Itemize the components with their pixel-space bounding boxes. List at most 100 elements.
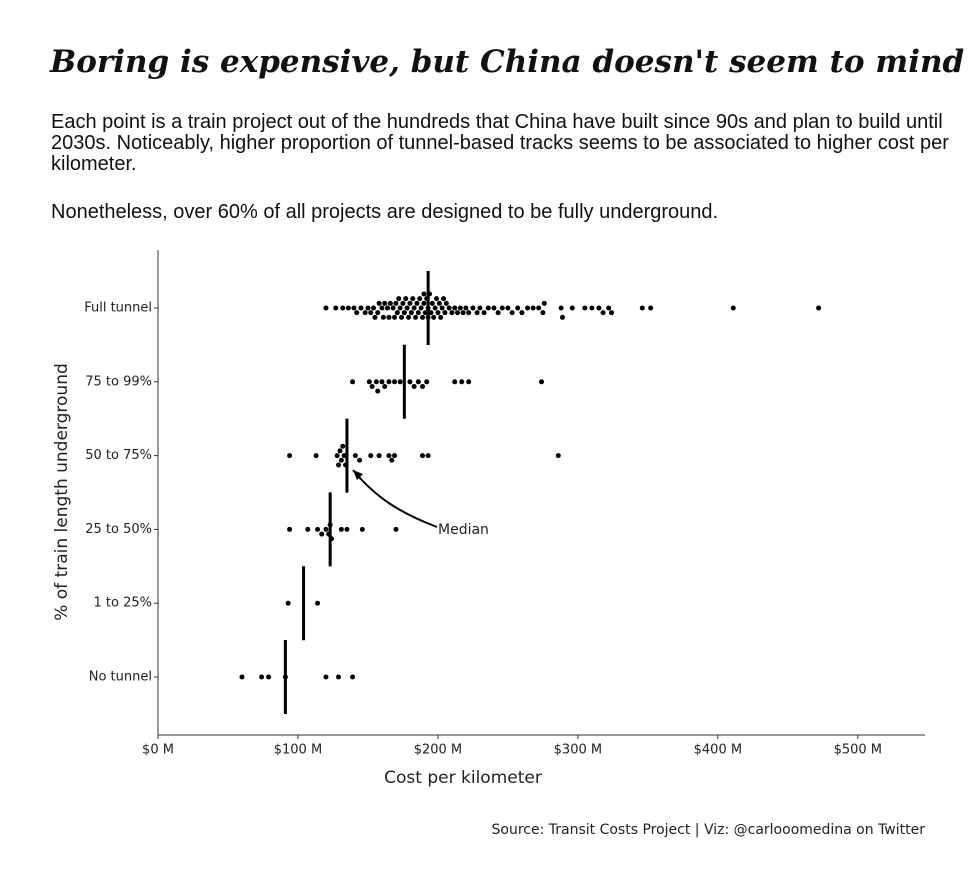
point [446, 305, 452, 311]
point [386, 314, 392, 320]
point [259, 674, 265, 680]
point [559, 314, 565, 320]
point [323, 674, 329, 680]
point [485, 305, 491, 311]
point [491, 305, 497, 311]
point [351, 305, 357, 311]
point [481, 310, 487, 316]
point [525, 305, 531, 311]
point [443, 300, 449, 306]
point [730, 305, 736, 311]
point [371, 305, 377, 311]
point [470, 305, 476, 311]
point [399, 314, 405, 320]
point [358, 305, 364, 311]
point [417, 296, 423, 302]
point [452, 379, 458, 385]
y-tick-label: 1 to 25% [94, 596, 152, 611]
point [463, 305, 469, 311]
point [385, 305, 391, 311]
x-tick-label: $0 M [142, 743, 174, 758]
point [350, 379, 356, 385]
point [414, 300, 420, 306]
point [392, 453, 398, 459]
point [340, 305, 346, 311]
point [519, 310, 525, 316]
point [407, 300, 413, 306]
point [457, 305, 463, 311]
point [393, 300, 399, 306]
point [648, 305, 654, 311]
point [386, 453, 392, 459]
point [582, 305, 588, 311]
point [313, 453, 319, 459]
point [434, 296, 440, 302]
point [515, 305, 521, 311]
point [372, 314, 378, 320]
point [392, 379, 398, 385]
point [403, 296, 409, 302]
point [392, 314, 398, 320]
arrow-head [353, 470, 363, 480]
y-tick-label: No tunnel [89, 670, 152, 685]
point [382, 383, 388, 389]
point [466, 379, 472, 385]
point [397, 305, 403, 311]
point [287, 526, 293, 532]
point [344, 526, 350, 532]
point [359, 526, 365, 532]
point [608, 310, 614, 316]
point [449, 310, 455, 316]
point [323, 526, 329, 532]
point [400, 300, 406, 306]
point [336, 674, 342, 680]
point [418, 305, 424, 311]
point [589, 305, 595, 311]
point [376, 453, 382, 459]
point [555, 453, 561, 459]
point [340, 443, 346, 449]
point [406, 314, 412, 320]
point [596, 305, 602, 311]
point [495, 310, 501, 316]
point [539, 379, 544, 385]
annotation-arrow [352, 469, 438, 528]
point [354, 310, 360, 316]
point [442, 310, 448, 316]
point [394, 310, 400, 316]
point [357, 457, 363, 463]
point [379, 305, 385, 311]
point [421, 291, 427, 297]
point [338, 457, 344, 463]
chart-title: Boring is expensive, but China doesn't s… [50, 44, 965, 80]
x-tick-label: $300 M [554, 743, 602, 758]
point [369, 383, 375, 389]
source: Source: Transit Costs Project | Viz: @ca… [492, 822, 926, 838]
point [401, 310, 407, 316]
point [411, 305, 417, 311]
point [431, 314, 437, 320]
point [382, 300, 388, 306]
point [600, 310, 606, 316]
point [441, 296, 447, 302]
point [499, 305, 505, 311]
point [390, 305, 396, 311]
point [438, 314, 444, 320]
point [285, 600, 291, 606]
y-tick-label: 50 to 75% [85, 448, 152, 463]
point [315, 526, 321, 532]
point [505, 305, 511, 311]
point [334, 453, 340, 459]
y-tick-label: 25 to 50% [85, 522, 152, 537]
point [436, 300, 442, 306]
point [373, 379, 379, 385]
point [396, 296, 402, 302]
point [393, 526, 399, 532]
point [345, 305, 351, 311]
point [455, 310, 461, 316]
point [530, 305, 536, 311]
point [415, 379, 421, 385]
point [305, 526, 311, 532]
